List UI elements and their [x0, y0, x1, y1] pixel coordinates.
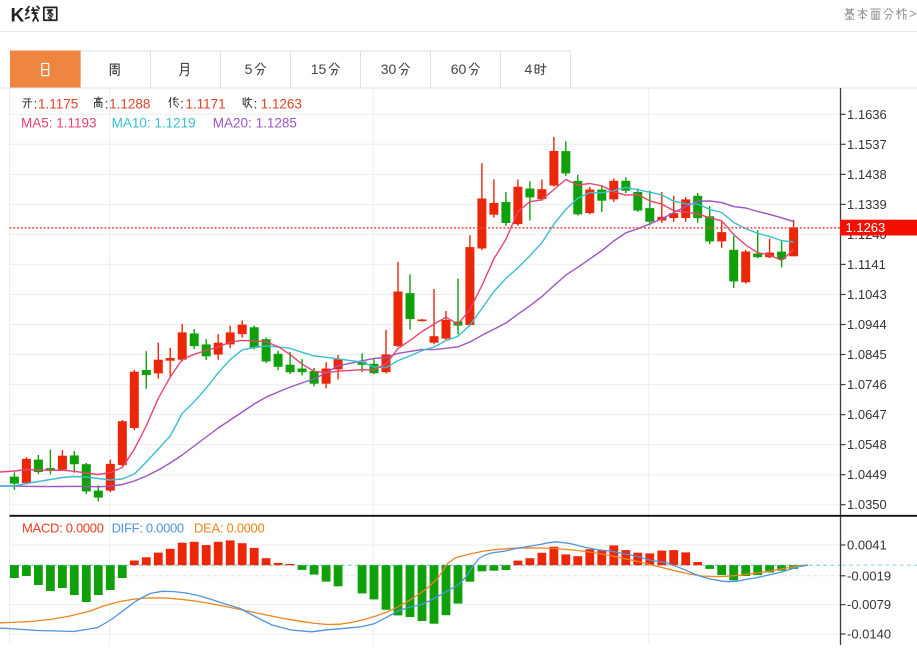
svg-text::: :	[180, 96, 184, 111]
svg-text:0.0041: 0.0041	[847, 538, 887, 553]
svg-text:1.1339: 1.1339	[847, 197, 887, 212]
svg-text:DEA: 0.0000: DEA: 0.0000	[194, 521, 264, 536]
svg-text::: :	[105, 96, 109, 111]
svg-text:DIFF: 0.0000: DIFF: 0.0000	[112, 521, 184, 536]
svg-text:1.1438: 1.1438	[847, 167, 887, 182]
svg-text:-0.0140: -0.0140	[847, 627, 891, 642]
svg-text:MACD: 0.0000: MACD: 0.0000	[22, 521, 104, 536]
svg-text:MA20: 1.1285: MA20: 1.1285	[213, 115, 297, 130]
svg-text:30: 30	[381, 61, 397, 77]
svg-text:1.1175: 1.1175	[38, 96, 78, 111]
svg-text:1.1288: 1.1288	[109, 96, 150, 111]
svg-text:5: 5	[245, 61, 253, 77]
svg-text:1.1171: 1.1171	[185, 96, 225, 111]
svg-text:4: 4	[525, 61, 533, 77]
svg-text:1.1263: 1.1263	[846, 220, 886, 235]
svg-text:1.0845: 1.0845	[847, 347, 887, 362]
svg-text:1.1043: 1.1043	[847, 287, 887, 302]
svg-text:1.0548: 1.0548	[847, 437, 887, 452]
svg-text:1.1537: 1.1537	[847, 137, 887, 152]
svg-text:1.0449: 1.0449	[847, 467, 887, 482]
svg-text::: :	[34, 96, 38, 111]
svg-text:1.0944: 1.0944	[847, 317, 887, 332]
svg-text::: :	[254, 96, 258, 111]
svg-text:60: 60	[451, 61, 467, 77]
svg-text:MA5: 1.1193: MA5: 1.1193	[21, 115, 97, 130]
svg-text:1.0647: 1.0647	[847, 407, 887, 422]
svg-text:MA10: 1.1219: MA10: 1.1219	[112, 115, 196, 130]
svg-text:1.1263: 1.1263	[261, 96, 302, 111]
svg-text:15: 15	[311, 61, 327, 77]
svg-text:K: K	[11, 6, 25, 27]
svg-text:1.0746: 1.0746	[847, 377, 887, 392]
svg-text:-0.0079: -0.0079	[847, 597, 891, 612]
svg-text:1.1636: 1.1636	[847, 107, 887, 122]
svg-text:1.1141: 1.1141	[847, 257, 886, 272]
svg-text:>: >	[909, 6, 917, 21]
svg-text:-0.0019: -0.0019	[847, 568, 891, 583]
svg-text:1.0350: 1.0350	[847, 497, 887, 512]
